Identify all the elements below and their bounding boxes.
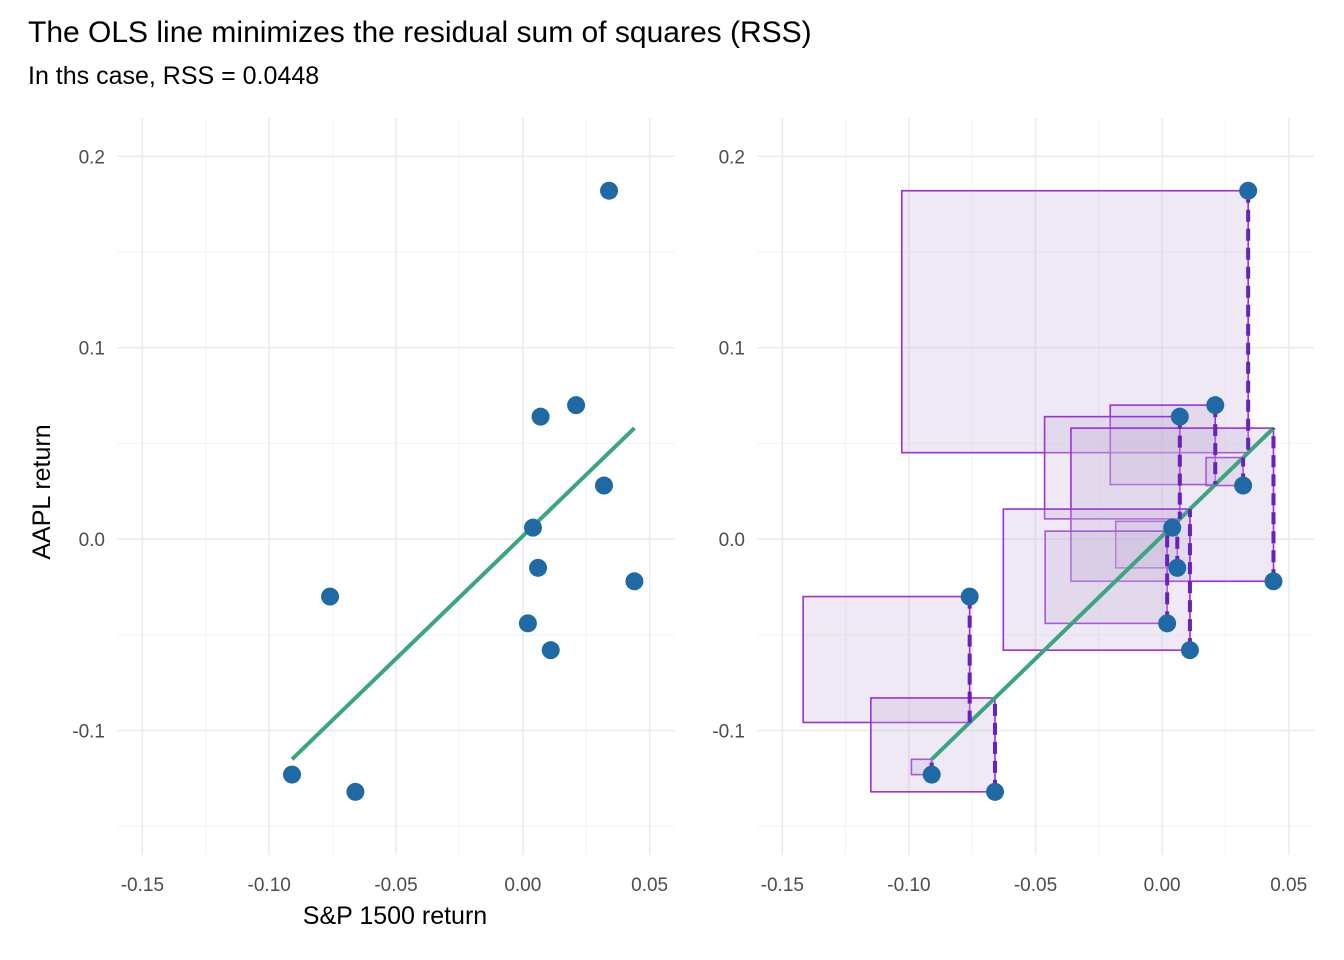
right-data-point — [985, 782, 1004, 801]
squared-residual-box — [1043, 415, 1181, 520]
left-data-point — [283, 765, 302, 784]
left-x-tick-label: -0.10 — [248, 875, 291, 896]
left-x-tick-label: 0.00 — [504, 875, 541, 896]
squared-residual-box — [1109, 404, 1217, 486]
left-y-tick-label: -0.1 — [72, 722, 105, 743]
left-data-point — [518, 614, 537, 633]
left-data-point — [346, 782, 365, 801]
right-y-tick-label: -0.1 — [712, 722, 745, 743]
right-data-point — [1163, 518, 1182, 537]
right-data-point — [960, 587, 979, 606]
left-panel: 0.2 0.1 0.0 -0.1 -0.15 -0.10 -0.05 0.00 0.05 — [72, 118, 675, 896]
right-y-ticks: 0.2 0.1 0.0 -0.1 — [712, 147, 745, 742]
left-y-tick-label: 0.0 — [79, 530, 105, 551]
right-x-tick-label: 0.00 — [1144, 875, 1181, 896]
squared-residuals — [802, 189, 1275, 793]
right-data-point — [1158, 614, 1177, 633]
right-gridlines — [757, 118, 1314, 855]
left-x-tick-label: -0.05 — [374, 875, 417, 896]
right-y-tick-label: 0.1 — [719, 339, 745, 360]
chart-subtitle: In ths case, RSS = 0.0448 — [28, 62, 319, 90]
right-y-tick-label: 0.2 — [719, 147, 745, 168]
left-ols-line — [290, 426, 636, 761]
squared-residual-box — [1044, 530, 1168, 625]
x-axis-title: S&P 1500 return — [303, 902, 487, 930]
right-x-tick-label: 0.05 — [1270, 875, 1307, 896]
y-axis-title: AAPL return — [28, 424, 56, 559]
right-data-point — [1170, 407, 1189, 426]
left-data-point — [567, 396, 586, 415]
left-points — [283, 181, 644, 801]
right-x-tick-label: -0.05 — [1014, 875, 1057, 896]
left-data-point — [529, 558, 548, 577]
left-data-point — [321, 587, 340, 606]
left-ols-line-segment — [290, 426, 636, 761]
right-data-point — [1234, 476, 1253, 495]
left-x-tick-label: -0.15 — [121, 875, 164, 896]
right-panel: 0.2 0.1 0.0 -0.1 -0.15 -0.10 -0.05 0.00 0.05 — [712, 118, 1314, 896]
left-y-tick-label: 0.1 — [79, 339, 105, 360]
right-y-tick-label: 0.0 — [719, 530, 745, 551]
left-y-tick-label: 0.2 — [79, 147, 105, 168]
left-data-point — [625, 572, 644, 591]
left-y-ticks: 0.2 0.1 0.0 -0.1 — [72, 147, 105, 742]
right-points — [922, 181, 1283, 801]
left-x-ticks: -0.15 -0.10 -0.05 0.00 0.05 — [121, 875, 668, 896]
residual-segments — [929, 190, 1276, 792]
squared-residual-box — [802, 595, 971, 724]
right-data-point — [1239, 181, 1258, 200]
right-x-tick-label: -0.15 — [761, 875, 804, 896]
squared-residual-box — [1070, 427, 1275, 583]
right-data-point — [1168, 558, 1187, 577]
squared-residual-box — [900, 189, 1249, 454]
left-data-point — [600, 181, 619, 200]
right-x-tick-label: -0.10 — [887, 875, 930, 896]
right-data-point — [1206, 396, 1225, 415]
chart-title: The OLS line minimizes the residual sum … — [28, 16, 812, 49]
right-data-point — [1180, 641, 1199, 660]
left-data-point — [594, 476, 613, 495]
left-data-point — [531, 407, 550, 426]
left-x-tick-label: 0.05 — [631, 875, 668, 896]
right-data-point — [1264, 572, 1283, 591]
left-gridlines — [117, 118, 675, 855]
right-x-ticks: -0.15 -0.10 -0.05 0.00 0.05 — [761, 875, 1308, 896]
left-data-point — [541, 641, 560, 660]
right-data-point — [922, 765, 941, 784]
left-data-point — [523, 518, 542, 537]
